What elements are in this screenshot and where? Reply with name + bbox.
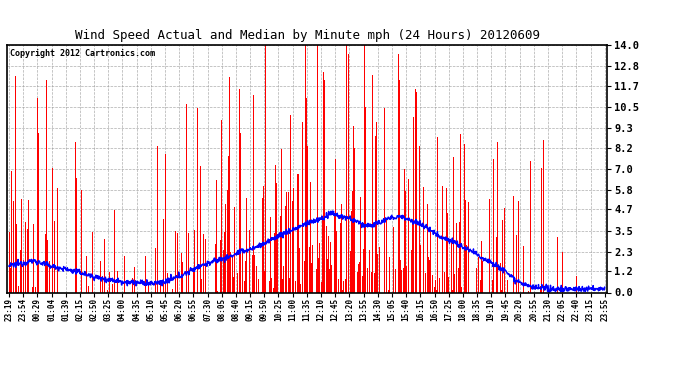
Text: Copyright 2012 Cartronics.com: Copyright 2012 Cartronics.com [10, 49, 155, 58]
Title: Wind Speed Actual and Median by Minute mph (24 Hours) 20120609: Wind Speed Actual and Median by Minute m… [75, 30, 540, 42]
